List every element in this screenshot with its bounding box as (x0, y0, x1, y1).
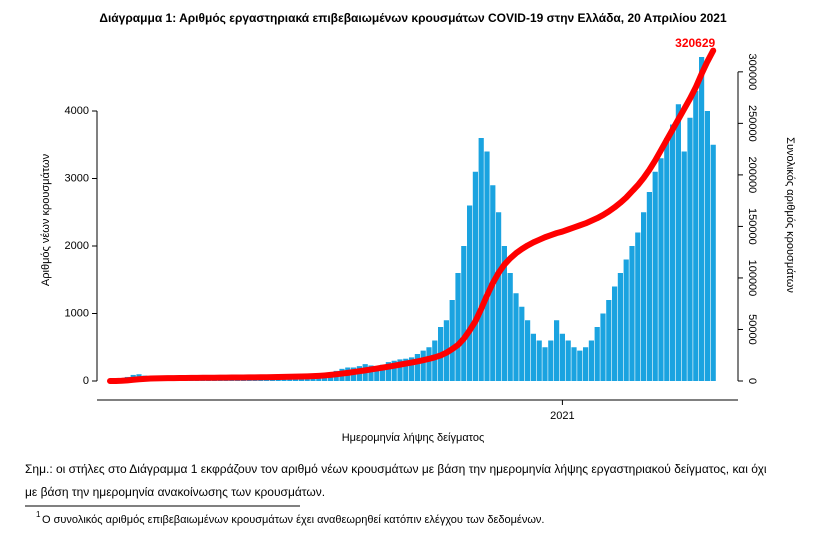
note-line: Σημ.: οι στήλες στο Διάγραμμα 1 εκφράζου… (25, 462, 767, 476)
bar (368, 365, 374, 381)
cumulative-line (107, 47, 717, 384)
bar (229, 380, 235, 381)
bar (577, 350, 583, 381)
bar (461, 246, 467, 381)
bar (704, 111, 710, 381)
y-axis-label: Αριθμός νέων κρουσμάτων (40, 153, 52, 286)
note-line: με βάση την ημερομηνία ανακοίνωσης των κ… (25, 485, 325, 499)
y-tick-label: 2000 (65, 240, 89, 252)
bar (519, 306, 525, 381)
bar (530, 333, 536, 381)
bar (675, 104, 681, 381)
bar (258, 379, 264, 381)
bar (681, 151, 687, 381)
bar (623, 259, 629, 381)
y-tick-label: 0 (83, 375, 89, 387)
bar (629, 246, 635, 381)
bar (559, 333, 565, 381)
bar (478, 138, 484, 381)
y2-tick-label: 50000 (746, 314, 758, 345)
bar (432, 340, 438, 381)
bar (670, 124, 676, 381)
y2-tick-label: 300000 (746, 53, 758, 90)
y2-tick-label: 250000 (746, 105, 758, 142)
bar (600, 313, 606, 381)
y-tick-label: 1000 (65, 307, 89, 319)
bar (409, 357, 415, 381)
bar (426, 347, 432, 381)
y-tick-label: 3000 (65, 172, 89, 184)
bar (275, 378, 281, 381)
bar (652, 171, 658, 381)
bar (658, 158, 664, 381)
bar (420, 350, 426, 381)
bar (646, 192, 652, 381)
bar (513, 293, 519, 381)
y2-axis-label: Συνολικός αριθμός κρουσμάτων (784, 137, 796, 293)
bar (548, 340, 554, 381)
bar (449, 300, 455, 381)
bar (507, 273, 513, 381)
bar (588, 340, 594, 381)
bar (710, 144, 716, 381)
y2-tick-label: 150000 (746, 208, 758, 245)
bar (391, 360, 397, 381)
bar (641, 212, 647, 381)
bar (246, 379, 252, 381)
bar (536, 340, 542, 381)
bar (501, 246, 507, 381)
bar (635, 232, 641, 381)
bar (240, 379, 246, 381)
bar (664, 138, 670, 381)
bar (496, 212, 502, 381)
bar (542, 347, 548, 381)
bar (565, 340, 571, 381)
bar (612, 286, 618, 381)
x-axis-label: Ημερομηνία λήψης δείγματος (342, 432, 485, 444)
bar (583, 347, 589, 381)
x-tick-label: 2021 (550, 410, 574, 422)
bar (472, 171, 478, 381)
bar (693, 90, 699, 381)
bar (571, 347, 577, 381)
footnote: Ο συνολικός αριθμός επιβεβαιωμένων κρουσ… (42, 514, 544, 526)
footnote-marker: 1 (36, 510, 41, 519)
bar (385, 362, 391, 381)
chart-title: Διάγραμμα 1: Αριθμός εργαστηριακά επιβεβ… (99, 11, 727, 25)
y-tick-label: 4000 (65, 105, 89, 117)
bar (467, 205, 473, 381)
bar (403, 358, 409, 381)
bar (687, 117, 693, 381)
bar (217, 380, 223, 381)
y2-tick-label: 100000 (746, 260, 758, 297)
bar (414, 354, 420, 381)
bar (455, 273, 461, 381)
bar (594, 327, 600, 381)
bar (397, 359, 403, 381)
data-label: 320629 (675, 36, 715, 50)
bar (699, 57, 705, 381)
bar (525, 320, 531, 381)
y2-tick-label: 200000 (746, 157, 758, 194)
bar (380, 364, 386, 381)
y2-tick-label: 0 (746, 378, 758, 384)
bar (484, 151, 490, 381)
bar (606, 300, 612, 381)
bar (617, 273, 623, 381)
bar (374, 366, 380, 381)
bar (554, 320, 560, 381)
